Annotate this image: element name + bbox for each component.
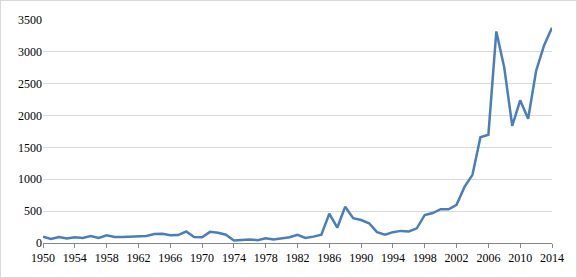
- svg-text:2010: 2010: [508, 251, 532, 265]
- svg-text:1986: 1986: [317, 251, 341, 265]
- svg-text:1950: 1950: [31, 251, 55, 265]
- svg-text:500: 500: [24, 204, 42, 218]
- svg-text:2500: 2500: [18, 77, 42, 91]
- svg-text:1966: 1966: [158, 251, 182, 265]
- svg-text:1982: 1982: [286, 251, 310, 265]
- svg-text:1962: 1962: [126, 251, 150, 265]
- svg-text:2014: 2014: [540, 251, 564, 265]
- svg-text:2006: 2006: [476, 251, 500, 265]
- svg-text:1500: 1500: [18, 141, 42, 155]
- svg-text:3500: 3500: [18, 13, 42, 27]
- svg-text:1998: 1998: [413, 251, 437, 265]
- svg-text:1958: 1958: [95, 251, 119, 265]
- svg-text:1978: 1978: [254, 251, 278, 265]
- svg-text:3000: 3000: [18, 45, 42, 59]
- svg-text:1994: 1994: [381, 251, 405, 265]
- svg-text:1000: 1000: [18, 172, 42, 186]
- svg-text:1970: 1970: [190, 251, 214, 265]
- svg-text:2002: 2002: [445, 251, 469, 265]
- svg-text:0: 0: [36, 236, 42, 250]
- svg-text:1990: 1990: [349, 251, 373, 265]
- svg-text:1954: 1954: [63, 251, 87, 265]
- svg-text:2000: 2000: [18, 109, 42, 123]
- svg-text:1974: 1974: [222, 251, 246, 265]
